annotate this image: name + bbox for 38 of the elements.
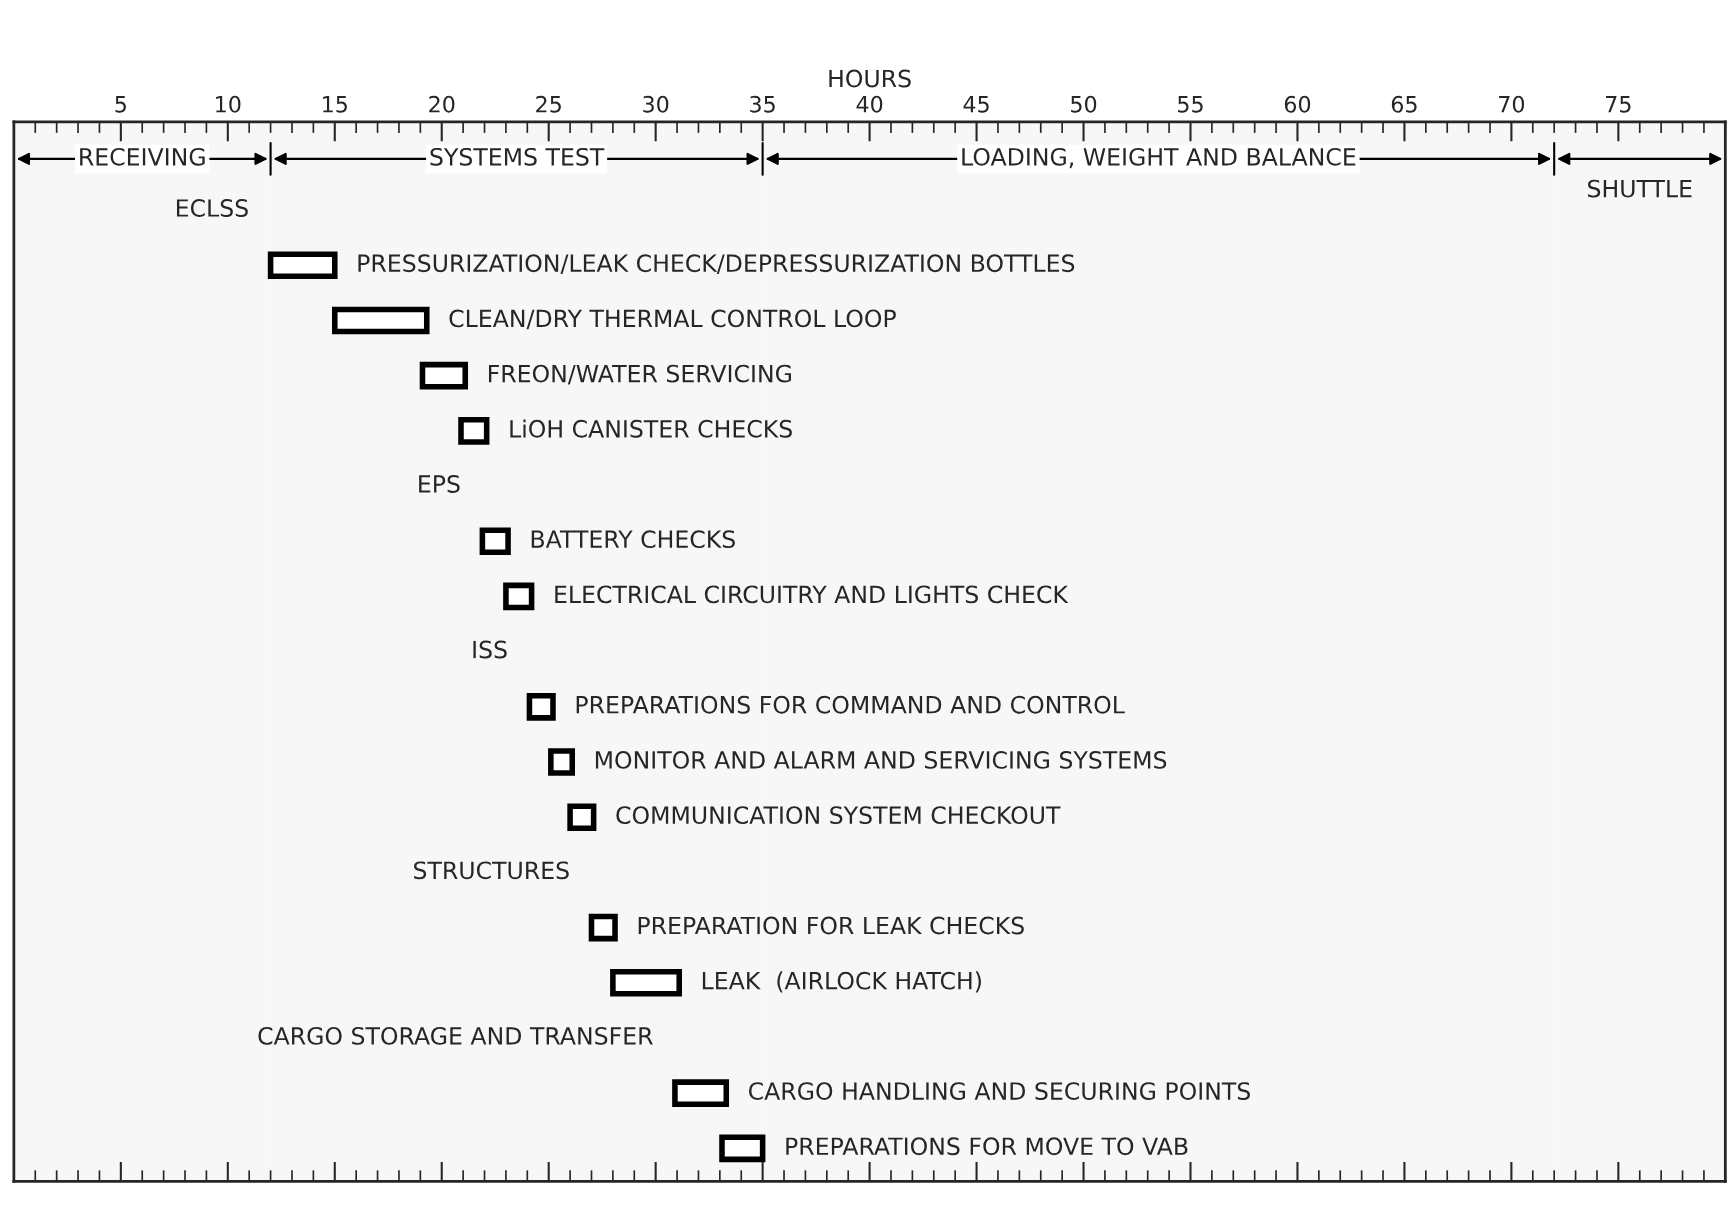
y-tick-label: ELECTRICAL CIRCUITRY AND LIGHTS CHECK [555,585,1069,604]
y-tick-label: MONITOR AND ALARM AND SERVICING SYSTEMS [595,751,1167,769]
x-tick-label: 60 [1284,95,1311,113]
y-tick-label: COMMUNICATION SYSTEM CHECKOUT [616,806,1061,825]
x-tick-label: 55 [1178,96,1203,113]
x-tick-label: 45 [963,96,989,113]
y-tick-label: FREON/WATER SERVICING [488,364,791,385]
band-label: LOADING, WEIGHT AND BALANCE [962,147,1356,169]
y-tick-label: CLEAN/DRY THERMAL CONTROL LOOP [449,309,896,330]
band-label: RECEIVING [80,147,205,166]
y-tick-label: BATTERY CHECKS [531,530,735,549]
x-tick-label: 15 [323,96,347,113]
y-tick-label: STRUCTURES [414,861,569,880]
x-tick-label: 35 [750,95,775,113]
x-axis-title: HOURS [829,69,911,88]
y-tick-label: EPS [419,475,460,493]
y-tick-label: LEAK (AIRLOCK HATCH) [702,971,981,993]
band-label: SHUTTLE [1588,179,1692,198]
x-tick-label: 25 [536,95,561,113]
y-tick-label: PREPARATIONS FOR MOVE TO VAB [786,1137,1188,1156]
y-tick-label: PRESSURIZATION/LEAK CHECK/DEPRESSURIZATION BOTTLES [358,254,1075,274]
y-tick-label: PREPARATIONS FOR COMMAND AND CONTROL [576,695,1125,714]
x-tick-label: 30 [643,95,669,113]
x-tick-label: 65 [1391,95,1417,113]
y-tick-label: LiOH CANISTER CHECKS [510,419,792,438]
x-tick-label: 50 [1071,95,1097,113]
x-tick-label: 10 [216,95,241,113]
x-tick-label: 20 [429,95,455,113]
x-tick-label: 5 [115,96,126,113]
x-tick-label: 70 [1499,95,1525,113]
y-tick-label: PREPARATION FOR LEAK CHECKS [638,916,1024,935]
y-tick-label: CARGO HANDLING AND SECURING POINTS [748,1082,1250,1101]
x-tick-label: 40 [856,95,883,113]
x-tick-label: 75 [1606,96,1631,113]
y-tick-label: CARGO STORAGE AND TRANSFER [258,1026,653,1045]
y-tick-label: ISS [473,640,507,659]
y-tick-label: ECLSS [176,199,248,217]
band-label: SYSTEMS TEST [430,147,605,166]
